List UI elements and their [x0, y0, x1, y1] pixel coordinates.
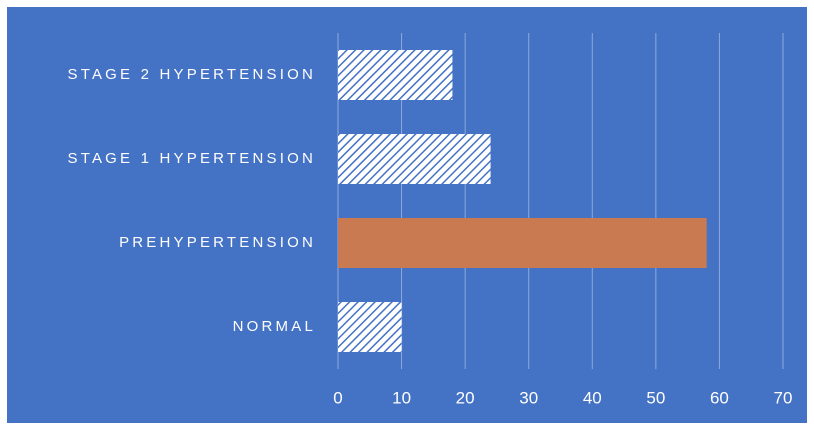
- category-labels: STAGE 2 HYPERTENSION STAGE 1 HYPERTENSION…: [68, 66, 317, 335]
- x-tick-label: 40: [583, 388, 602, 407]
- bar-stage-1-hypertension: [338, 134, 491, 184]
- category-label: STAGE 2 HYPERTENSION: [68, 66, 317, 83]
- x-tick-label: 60: [710, 388, 729, 407]
- category-label: NORMAL: [233, 318, 316, 335]
- bar-chart: STAGE 2 HYPERTENSION STAGE 1 HYPERTENSION…: [68, 33, 792, 407]
- category-label: PREHYPERTENSION: [119, 234, 316, 251]
- bar-stage-2-hypertension: [338, 50, 453, 100]
- bar-normal: [338, 302, 402, 352]
- category-label: STAGE 1 HYPERTENSION: [68, 150, 317, 167]
- x-tick-label: 30: [519, 388, 538, 407]
- chart-area: STAGE 2 HYPERTENSION STAGE 1 HYPERTENSION…: [7, 7, 807, 423]
- x-tick-label: 20: [456, 388, 475, 407]
- x-tick-label: 10: [392, 388, 411, 407]
- x-tick-label: 50: [646, 388, 665, 407]
- x-tick-label: 0: [333, 388, 342, 407]
- x-axis-tick-labels: 0 10 20 30 40 50 60 70: [333, 388, 792, 407]
- bars: [338, 50, 707, 352]
- bar-prehypertension: [338, 218, 707, 268]
- x-tick-label: 70: [774, 388, 793, 407]
